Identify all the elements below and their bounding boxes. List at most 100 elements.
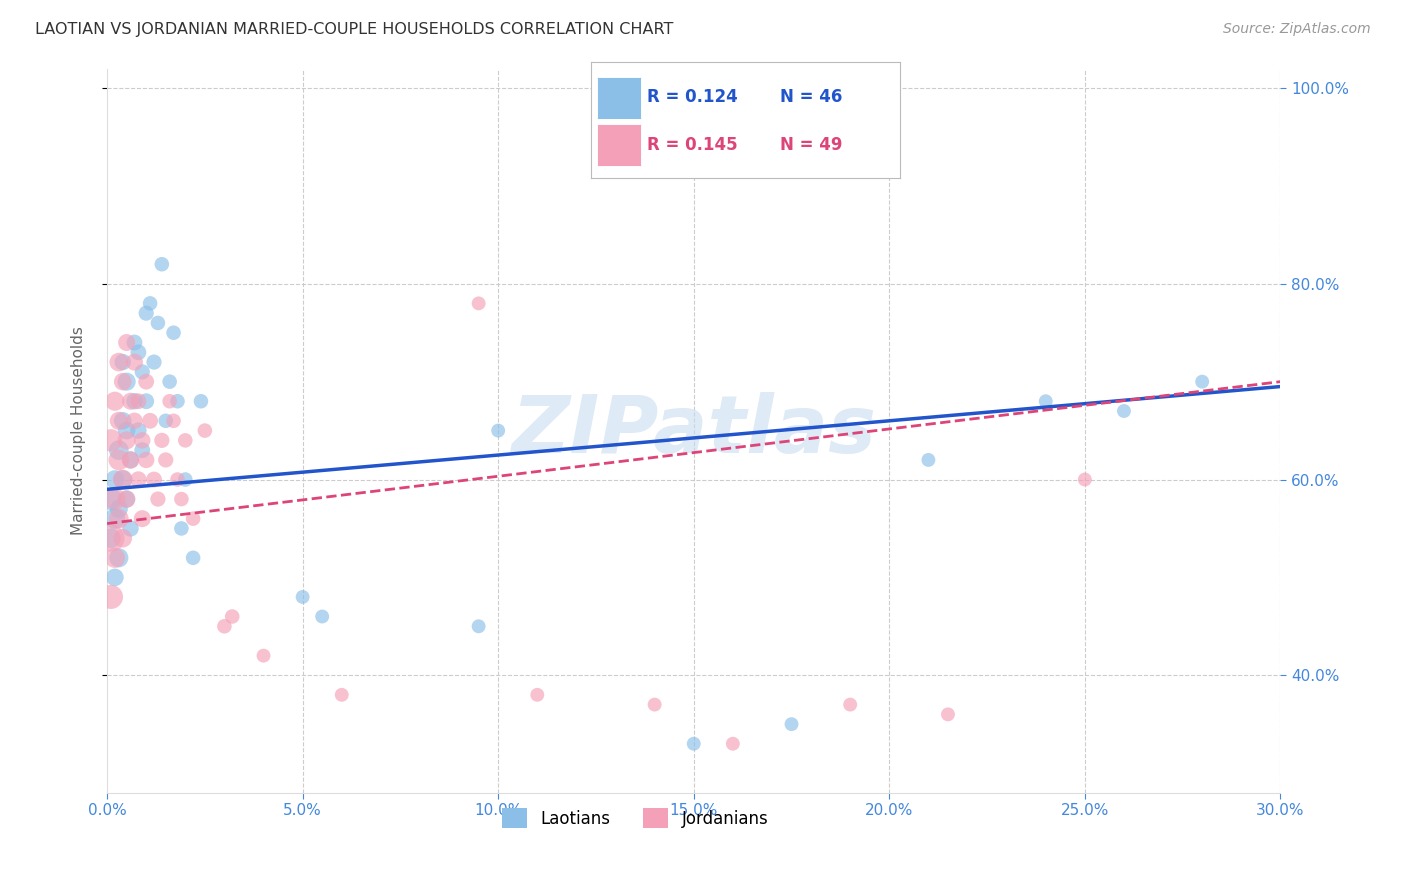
Point xyxy=(131,434,153,448)
Point xyxy=(291,590,314,604)
Point xyxy=(104,394,127,409)
Point xyxy=(104,492,127,507)
Point xyxy=(120,521,142,535)
Point xyxy=(120,453,142,467)
Point xyxy=(174,434,197,448)
Point xyxy=(120,394,142,409)
Point xyxy=(127,394,149,409)
Point xyxy=(170,521,193,535)
Point xyxy=(150,434,173,448)
Text: Source: ZipAtlas.com: Source: ZipAtlas.com xyxy=(1223,22,1371,37)
Point xyxy=(682,737,704,751)
Point xyxy=(936,707,959,722)
Text: ZIPatlas: ZIPatlas xyxy=(512,392,876,469)
Point xyxy=(135,375,157,389)
Text: N = 46: N = 46 xyxy=(780,88,842,106)
Point xyxy=(104,473,127,487)
Point xyxy=(166,394,188,409)
Point xyxy=(124,394,146,409)
Point xyxy=(100,531,122,545)
Point xyxy=(839,698,862,712)
Point xyxy=(100,492,122,507)
Point xyxy=(917,453,939,467)
Point xyxy=(135,453,157,467)
Point xyxy=(143,355,166,369)
Legend: Laotians, Jordanians: Laotians, Jordanians xyxy=(495,801,775,835)
Point xyxy=(139,414,162,428)
Point xyxy=(127,473,149,487)
Point xyxy=(174,473,197,487)
Point xyxy=(162,326,184,340)
Point xyxy=(107,443,129,458)
Point xyxy=(111,375,134,389)
Point xyxy=(644,698,666,712)
Point xyxy=(252,648,274,663)
Point xyxy=(146,492,169,507)
Point xyxy=(124,414,146,428)
Point xyxy=(166,473,188,487)
Point xyxy=(111,414,134,428)
Point xyxy=(150,257,173,271)
Point xyxy=(330,688,353,702)
Point xyxy=(214,619,236,633)
Point xyxy=(181,550,204,565)
Point xyxy=(107,511,129,525)
Point xyxy=(120,453,142,467)
Point xyxy=(131,443,153,458)
Point xyxy=(190,394,212,409)
Point xyxy=(159,375,181,389)
Point xyxy=(486,424,509,438)
Point xyxy=(311,609,333,624)
Point xyxy=(124,355,146,369)
Point xyxy=(107,453,129,467)
Point xyxy=(111,473,134,487)
Point xyxy=(1035,394,1057,409)
Point xyxy=(100,531,122,545)
Point xyxy=(127,345,149,359)
Text: R = 0.124: R = 0.124 xyxy=(647,88,738,106)
Point xyxy=(107,550,129,565)
Point xyxy=(131,511,153,525)
Point xyxy=(104,570,127,584)
Point xyxy=(194,424,217,438)
Point xyxy=(104,511,127,525)
Point xyxy=(162,414,184,428)
Y-axis label: Married-couple Households: Married-couple Households xyxy=(72,326,86,535)
Point xyxy=(135,394,157,409)
Point xyxy=(221,609,243,624)
Point xyxy=(146,316,169,330)
Point xyxy=(721,737,744,751)
Point xyxy=(131,365,153,379)
Point xyxy=(139,296,162,310)
Point xyxy=(115,492,138,507)
Point xyxy=(107,414,129,428)
Point xyxy=(1191,375,1213,389)
Point xyxy=(467,619,489,633)
Point xyxy=(104,550,127,565)
Point xyxy=(111,531,134,545)
Point xyxy=(1112,404,1135,418)
Point xyxy=(143,473,166,487)
Point xyxy=(107,355,129,369)
Point xyxy=(1074,473,1097,487)
Point xyxy=(526,688,548,702)
Point xyxy=(111,355,134,369)
Text: N = 49: N = 49 xyxy=(780,136,842,153)
Point xyxy=(159,394,181,409)
Point xyxy=(155,414,177,428)
Point xyxy=(107,501,129,516)
Point xyxy=(124,335,146,350)
Text: LAOTIAN VS JORDANIAN MARRIED-COUPLE HOUSEHOLDS CORRELATION CHART: LAOTIAN VS JORDANIAN MARRIED-COUPLE HOUS… xyxy=(35,22,673,37)
Point xyxy=(115,375,138,389)
Point xyxy=(155,453,177,467)
Point xyxy=(127,424,149,438)
Point xyxy=(780,717,803,731)
Point xyxy=(115,492,138,507)
Point xyxy=(467,296,489,310)
Point xyxy=(115,434,138,448)
Text: R = 0.145: R = 0.145 xyxy=(647,136,737,153)
Point xyxy=(100,590,122,604)
Point xyxy=(100,434,122,448)
Point xyxy=(111,473,134,487)
Point xyxy=(115,424,138,438)
